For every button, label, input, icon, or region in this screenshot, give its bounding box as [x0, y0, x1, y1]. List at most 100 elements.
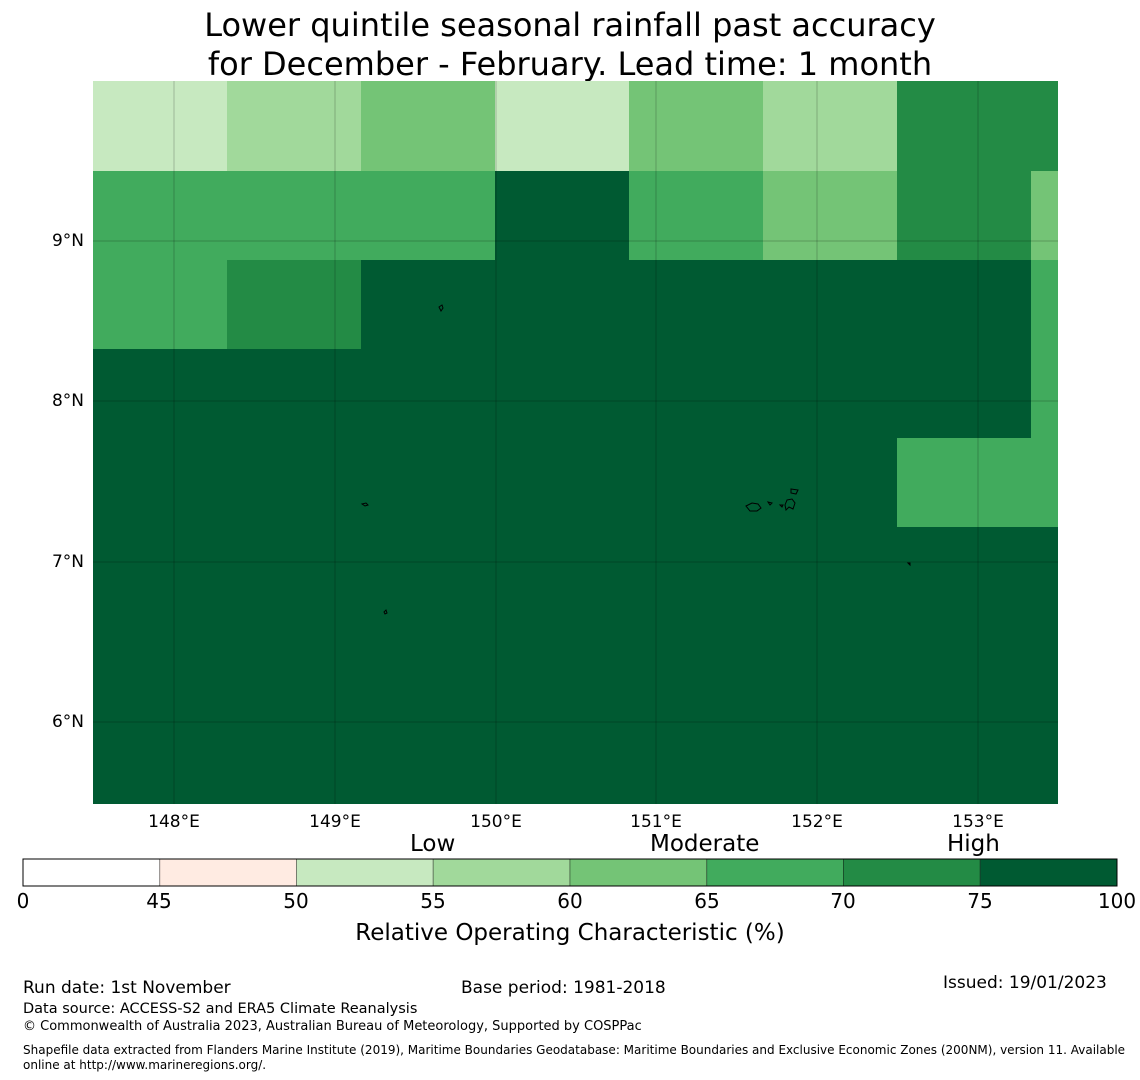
roc-cell [495, 260, 629, 349]
cbar-tick-0: 0 [16, 889, 30, 913]
roc-cell [763, 705, 897, 804]
roc-cell [763, 349, 897, 438]
copyright: © Commonwealth of Australia 2023, Austra… [23, 1019, 642, 1034]
cbar-tick-70: 70 [830, 889, 856, 913]
colorbar-bin [296, 858, 434, 887]
small-island-outline [438, 304, 444, 312]
roc-cell [361, 616, 495, 705]
roc-cell [897, 705, 1058, 804]
small-island-outline [360, 502, 369, 507]
roc-cell [1031, 260, 1058, 349]
category-moderate: Moderate [650, 831, 760, 857]
lat-label-6n: 6°N [51, 712, 84, 732]
run-date: Run date: 1st November [23, 978, 231, 998]
roc-cell [629, 260, 763, 349]
roc-cell [495, 705, 629, 804]
title-line-2: for December - February. Lead time: 1 mo… [207, 45, 933, 83]
roc-cell [763, 438, 897, 527]
colorbar-bin [979, 858, 1118, 887]
shapefile-credit-line-2: online at http://www.marineregions.org/. [23, 1058, 267, 1072]
lon-label-150e: 150°E [470, 812, 522, 832]
roc-cell [93, 171, 227, 260]
roc-cell [495, 349, 629, 438]
roc-cell [227, 438, 361, 527]
colorbar-bin [432, 858, 571, 887]
cbar-tick-75: 75 [967, 889, 993, 913]
roc-cell [629, 81, 763, 171]
roc-cell [629, 527, 763, 616]
roc-cell [629, 438, 763, 527]
lon-label-148e: 148°E [148, 812, 200, 832]
roc-cell [1031, 438, 1058, 527]
roc-cell [763, 616, 897, 705]
lon-label-152e: 152°E [791, 812, 843, 832]
small-island-outline [383, 609, 388, 615]
roc-cell [495, 616, 629, 705]
roc-grid-cells [93, 81, 1058, 804]
roc-cell [629, 616, 763, 705]
roc-cell [1031, 349, 1058, 438]
roc-cell [495, 527, 629, 616]
title-line-1: Lower quintile seasonal rainfall past ac… [204, 6, 936, 44]
colorbar-bin [22, 858, 161, 887]
roc-cell [361, 171, 495, 260]
island-outlines [360, 304, 911, 615]
colorbar-bin [159, 858, 297, 887]
colorbar-bin [706, 858, 844, 887]
roc-cell [93, 260, 227, 349]
roc-cell [763, 171, 897, 260]
roc-cell [763, 81, 897, 171]
category-high: High [947, 831, 1000, 857]
roc-cell [227, 171, 361, 260]
colorbar-bin [843, 858, 981, 887]
roc-cell [227, 260, 361, 349]
issued-date: Issued: 19/01/2023 [943, 973, 1107, 993]
roc-cell [495, 171, 629, 260]
cbar-tick-100: 100 [1097, 889, 1137, 913]
roc-cell [227, 349, 361, 438]
roc-cell [629, 171, 763, 260]
roc-cell [629, 705, 763, 804]
roc-cell [897, 616, 1058, 705]
cbar-tick-60: 60 [557, 889, 583, 913]
chuuk-lagoon-islands-outline [745, 488, 799, 512]
roc-cell [1031, 171, 1058, 260]
lat-label-9n: 9°N [51, 231, 84, 251]
map-title: Lower quintile seasonal rainfall past ac… [0, 6, 1140, 84]
colorbar-bin [569, 858, 708, 887]
roc-cell [495, 438, 629, 527]
roc-cell [361, 438, 495, 527]
roc-cell [93, 705, 227, 804]
roc-cell [629, 349, 763, 438]
roc-cell [495, 81, 629, 171]
roc-cell [763, 260, 897, 349]
roc-cell [93, 81, 227, 171]
graticule-lines [93, 81, 1058, 804]
roc-cell [361, 349, 495, 438]
colorbar-label: Relative Operating Characteristic (%) [355, 920, 785, 946]
roc-cell [227, 705, 361, 804]
shapefile-credit-line-1: Shapefile data extracted from Flanders M… [23, 1043, 1126, 1057]
roc-cell [361, 260, 495, 349]
colorbar-outline [22, 858, 1118, 887]
roc-cell [227, 527, 361, 616]
roc-cell [1031, 81, 1058, 171]
cbar-tick-50: 50 [283, 889, 309, 913]
colorbar-bins [22, 858, 1118, 887]
roc-cell [763, 527, 897, 616]
lon-label-149e: 149°E [309, 812, 361, 832]
category-low: Low [410, 831, 456, 857]
base-period: Base period: 1981-2018 [461, 978, 666, 998]
roc-cell [897, 527, 1058, 616]
cbar-tick-45: 45 [146, 889, 172, 913]
roc-cell [361, 705, 495, 804]
cbar-tick-65: 65 [694, 889, 720, 913]
lat-label-8n: 8°N [51, 391, 84, 411]
lon-label-153e: 153°E [952, 812, 1004, 832]
roc-cell [93, 616, 227, 705]
roc-cell [93, 438, 227, 527]
lon-label-151e: 151°E [630, 812, 682, 832]
roc-cell [227, 616, 361, 705]
cbar-tick-55: 55 [420, 889, 446, 913]
